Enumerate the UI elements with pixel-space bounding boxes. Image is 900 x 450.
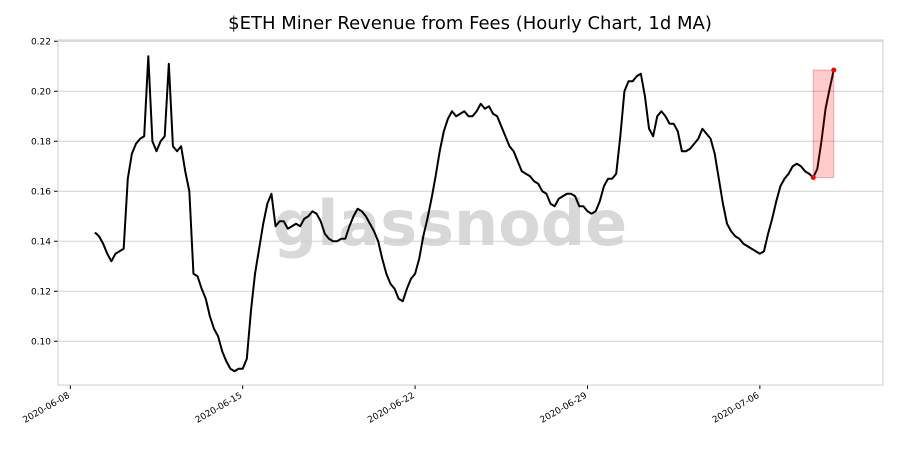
y-tick-label: 0.18 bbox=[31, 137, 51, 147]
y-tick-label: 0.20 bbox=[31, 87, 51, 97]
series-line bbox=[94, 55, 835, 373]
y-tick-label: 0.12 bbox=[31, 287, 51, 297]
y-tick-label: 0.22 bbox=[31, 37, 51, 47]
plot-frame bbox=[57, 39, 884, 386]
watermark: glassnode bbox=[273, 187, 627, 260]
highlight-point bbox=[831, 67, 837, 73]
y-tick-label: 0.14 bbox=[31, 237, 51, 247]
chart-title: $ETH Miner Revenue from Fees (Hourly Cha… bbox=[228, 13, 712, 34]
highlight-point bbox=[810, 175, 816, 180]
highlight-box bbox=[812, 69, 835, 178]
y-tick-label: 0.16 bbox=[31, 187, 51, 197]
y-tick-label: 0.10 bbox=[31, 337, 51, 347]
